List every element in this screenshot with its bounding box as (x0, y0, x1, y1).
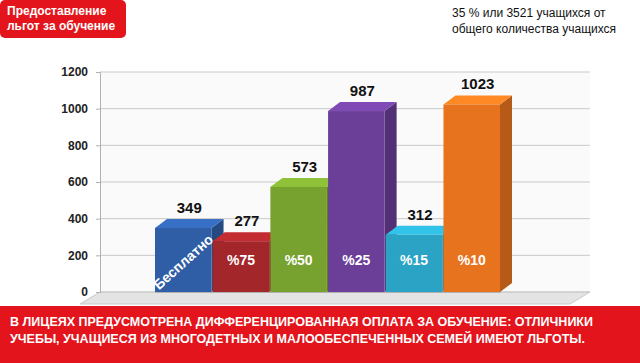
data-labels: 349 277 573 987 312 1023 (177, 75, 495, 229)
bar (443, 104, 500, 292)
x-tick: %50 (285, 252, 313, 292)
y-tick-label: 1200 (61, 65, 88, 79)
y-tick-mark (96, 109, 100, 110)
y-tick-label: 200 (68, 249, 88, 263)
data-label: 312 (408, 206, 433, 223)
text-line: общего количества учащихся (452, 22, 616, 36)
category-label: %15 (400, 252, 428, 268)
x-tick: Бесплатно (150, 231, 216, 293)
y-tick-label: 600 (68, 175, 88, 189)
bar (328, 111, 385, 292)
grid-line (100, 72, 590, 73)
floor (80, 292, 590, 304)
y-tick-mark (96, 292, 100, 293)
y-tick: 800 (68, 139, 100, 153)
y-tick-mark (96, 145, 100, 146)
y-tick-label: 400 (68, 212, 88, 226)
banner-text: В ЛИЦЕЯХ ПРЕДУСМОТРЕНА ДИФФЕРЕНЦИРОВАННА… (10, 315, 593, 346)
category-label: %75 (227, 252, 255, 268)
y-tick-label: 0 (81, 285, 88, 299)
bar-side (500, 95, 512, 292)
data-label: 987 (350, 82, 375, 99)
bar (270, 187, 327, 292)
x-axis-line (156, 292, 501, 293)
back-wall (100, 72, 590, 292)
data-label: 573 (292, 158, 317, 175)
y-tick: 1200 (61, 65, 100, 79)
category-label: %25 (342, 252, 370, 268)
y-tick: 1000 (61, 102, 100, 116)
x-axis: Бесплатно %75 %50 %25 %15 %10 (150, 231, 500, 293)
y-tick-mark (96, 72, 100, 73)
text-line: льгот за обучение (7, 19, 115, 33)
bar (213, 241, 270, 292)
y-tick-mark (96, 255, 100, 256)
annotation: 35 % или 3521 учащихся от общего количест… (452, 6, 616, 36)
bar-3d (443, 95, 512, 292)
grid (100, 72, 590, 292)
category-label: Бесплатно (150, 231, 216, 293)
data-label: 349 (177, 199, 202, 216)
text-line: Предоставление (7, 4, 107, 18)
x-tick: %75 (227, 252, 255, 292)
y-tick: 400 (68, 212, 100, 226)
y-tick: 0 (81, 285, 100, 299)
y-tick-label: 1000 (61, 102, 88, 116)
text-line: В ЛИЦЕЯХ ПРЕДУСМОТРЕНА ДИФФЕРЕНЦИРОВАННА… (10, 315, 593, 329)
bars (155, 95, 512, 292)
category-label: %50 (285, 252, 313, 268)
y-axis: 0 200 400 600 800 1000 1200 (61, 65, 100, 299)
title: Предоставлениельгот за обучение (7, 4, 115, 33)
text-line: 35 % или 3521 учащихся от (452, 6, 606, 20)
title-box (0, 0, 126, 38)
y-tick: 200 (68, 249, 100, 263)
x-tick: %10 (458, 252, 486, 292)
text-line: УЧЕБЫ, УЧАЩИЕСЯ ИЗ МНОГОДЕТНЫХ И МАЛООБЕ… (10, 331, 585, 346)
x-tick: %25 (342, 252, 370, 292)
y-tick-mark (96, 182, 100, 183)
chart: 0 200 400 600 800 1000 1200 Бесплатно %75 %50 %25%… (0, 0, 640, 363)
bar-top (155, 219, 224, 228)
bar-top (328, 102, 397, 111)
bar-top (443, 95, 512, 104)
data-label: 1023 (461, 75, 494, 92)
y-tick-label: 800 (68, 139, 88, 153)
y-tick: 600 (68, 175, 100, 189)
y-axis-line (96, 73, 101, 293)
data-label: 277 (234, 212, 259, 229)
banner (0, 306, 640, 363)
category-label: %10 (458, 252, 486, 268)
y-tick-mark (96, 219, 100, 220)
x-tick: %15 (400, 252, 428, 292)
bar (386, 235, 443, 292)
